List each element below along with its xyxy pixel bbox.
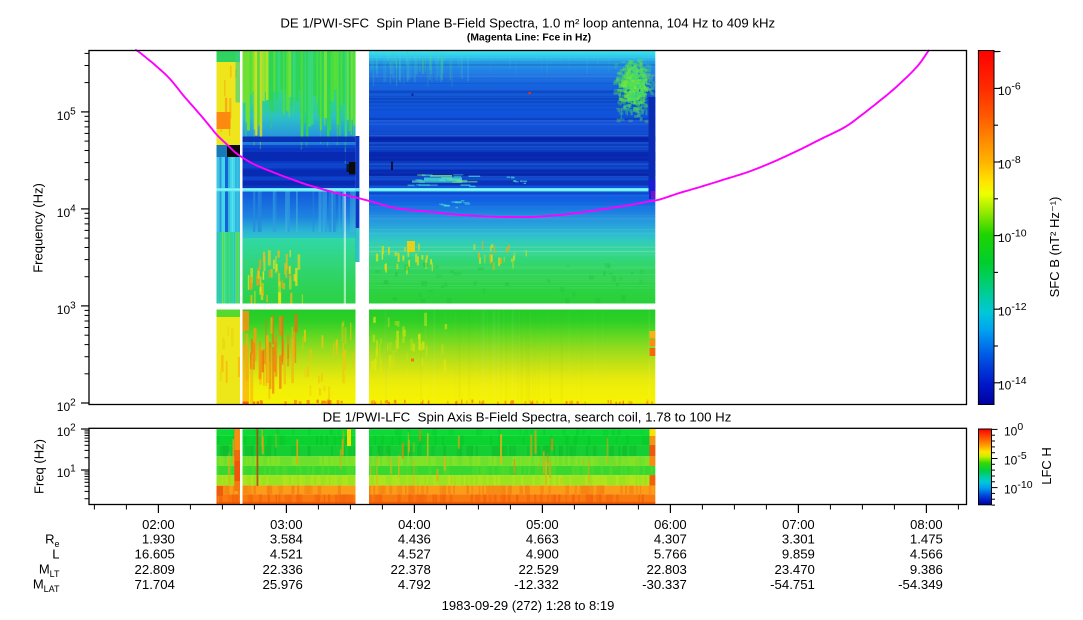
- svg-text:DE 1/PWI-SFC Spin Plane B-Fie: DE 1/PWI-SFC Spin Plane B-Field Spectra,…: [280, 16, 775, 31]
- svg-text:1.475: 1.475: [910, 532, 943, 547]
- svg-text:25.976: 25.976: [263, 577, 303, 592]
- svg-text:LFC H: LFC H: [1039, 447, 1054, 485]
- svg-text:5.766: 5.766: [654, 547, 687, 562]
- svg-text:04:00: 04:00: [398, 517, 431, 532]
- svg-text:Freq (Hz): Freq (Hz): [32, 439, 47, 494]
- svg-text:08:00: 08:00: [910, 517, 943, 532]
- svg-text:-12.332: -12.332: [514, 577, 559, 592]
- svg-text:DE 1/PWI-LFC Spin Axis B-Fiel: DE 1/PWI-LFC Spin Axis B-Field Spectra, …: [323, 410, 732, 425]
- svg-text:(Magenta Line: Fce in Hz): (Magenta Line: Fce in Hz): [467, 33, 591, 44]
- svg-text:4.566: 4.566: [910, 547, 943, 562]
- svg-text:06:00: 06:00: [654, 517, 687, 532]
- svg-text:10-10: 10-10: [1004, 479, 1033, 497]
- svg-text:1983-09-29 (272) 1:28 to 8:19: 1983-09-29 (272) 1:28 to 8:19: [442, 598, 615, 613]
- svg-text:L: L: [52, 547, 59, 562]
- svg-text:9.859: 9.859: [782, 547, 815, 562]
- svg-text:1.930: 1.930: [142, 532, 175, 547]
- svg-text:Frequency (Hz): Frequency (Hz): [31, 183, 46, 273]
- svg-text:71.704: 71.704: [135, 577, 175, 592]
- svg-text:4.521: 4.521: [270, 547, 303, 562]
- svg-text:07:00: 07:00: [782, 517, 815, 532]
- svg-text:22.809: 22.809: [135, 562, 175, 577]
- svg-text:16.605: 16.605: [135, 547, 175, 562]
- svg-text:05:00: 05:00: [526, 517, 559, 532]
- svg-text:4.307: 4.307: [654, 532, 687, 547]
- svg-text:22.803: 22.803: [647, 562, 687, 577]
- svg-text:4.436: 4.436: [398, 532, 431, 547]
- svg-text:4.792: 4.792: [398, 577, 431, 592]
- svg-text:22.529: 22.529: [519, 562, 559, 577]
- svg-text:22.336: 22.336: [263, 562, 303, 577]
- svg-text:SFC B (nT² Hz⁻¹): SFC B (nT² Hz⁻¹): [1047, 197, 1062, 298]
- svg-text:4.663: 4.663: [526, 532, 559, 547]
- svg-text:9.386: 9.386: [910, 562, 943, 577]
- svg-text:3.301: 3.301: [782, 532, 815, 547]
- svg-text:03:00: 03:00: [270, 517, 303, 532]
- svg-text:3.584: 3.584: [270, 532, 303, 547]
- svg-text:-54.349: -54.349: [898, 577, 943, 592]
- svg-text:22.378: 22.378: [391, 562, 431, 577]
- svg-text:4.900: 4.900: [526, 547, 559, 562]
- svg-text:4.527: 4.527: [398, 547, 431, 562]
- svg-text:-54.751: -54.751: [770, 577, 815, 592]
- svg-text:-30.337: -30.337: [642, 577, 687, 592]
- svg-text:23.470: 23.470: [775, 562, 815, 577]
- svg-text:02:00: 02:00: [142, 517, 175, 532]
